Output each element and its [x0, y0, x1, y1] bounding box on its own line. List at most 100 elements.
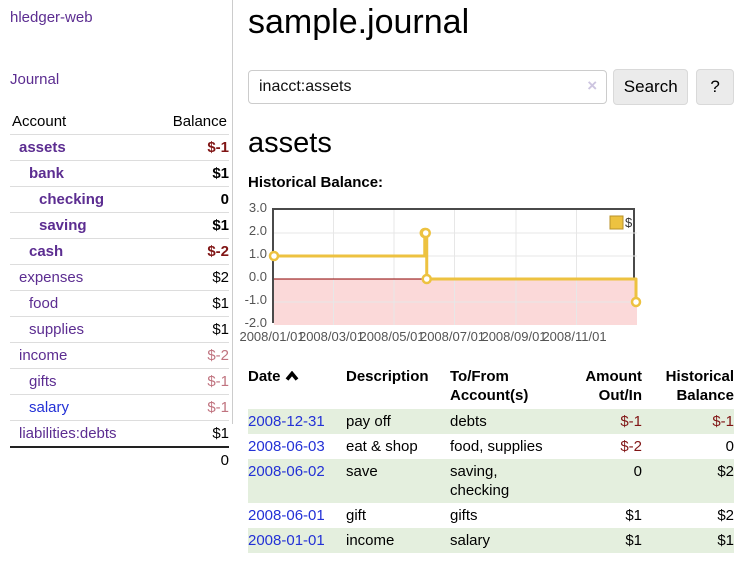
accounts-header-account: Account: [12, 113, 67, 130]
account-link[interactable]: food: [29, 295, 59, 312]
column-header-date[interactable]: Date: [248, 365, 346, 409]
transaction-amount-cell: $-1: [620, 413, 642, 431]
transaction-row: 2008-06-02 save saving, checking 0 $2: [248, 459, 734, 504]
account-balance: $2: [212, 269, 229, 286]
x-axis-tick-label: 2008/05/01: [359, 329, 425, 345]
svg-text:$: $: [625, 215, 633, 230]
account-row: salary $-1: [10, 394, 229, 421]
transaction-row: 2008-01-01 income salary $1 $1: [248, 528, 734, 554]
transaction-date-cell: 2008-01-01: [248, 528, 346, 553]
accounts-total-value: 0: [220, 452, 229, 469]
transaction-date-link[interactable]: 2008-06-01: [248, 507, 325, 525]
account-row: gifts $-1: [10, 368, 229, 395]
account-row: expenses $2: [10, 264, 229, 291]
transaction-date-cell: 2008-06-01: [248, 503, 346, 528]
clear-search-icon[interactable]: ×: [587, 75, 598, 95]
column-header-amount: Amount Out/In: [585, 368, 642, 405]
x-axis-tick-label: 2008/01/01: [239, 329, 305, 345]
search-button[interactable]: Search: [613, 68, 689, 105]
transaction-balance-cell: $-1: [712, 413, 734, 431]
transaction-balance-cell: $2: [717, 463, 734, 481]
account-link[interactable]: cash: [29, 243, 64, 260]
page-title: sample.journal: [248, 3, 470, 41]
column-header-description: Description: [346, 368, 429, 386]
transaction-accounts-cell: salary: [450, 532, 491, 550]
chart-plot-area[interactable]: $: [268, 208, 642, 326]
transaction-amount-cell: $1: [625, 507, 642, 525]
account-balance: $1: [212, 425, 229, 442]
transaction-amount-cell: $-2: [620, 438, 642, 456]
transaction-amount-cell: $1: [625, 532, 642, 550]
transaction-description-cell: income: [346, 532, 395, 550]
transaction-date-cell: 2008-06-03: [248, 434, 346, 459]
transaction-accounts-cell: saving, checking: [450, 463, 510, 500]
account-link[interactable]: supplies: [29, 321, 85, 338]
y-axis-tick-label: -2.0: [244, 315, 267, 331]
y-axis-tick-label: 0.0: [248, 269, 267, 285]
account-balance: $-2: [207, 347, 229, 364]
y-axis-tick-label: 2.0: [248, 223, 267, 239]
transaction-date-cell: 2008-12-31: [248, 409, 346, 434]
accounts-total-row: 0: [10, 447, 229, 473]
nav-journal-link[interactable]: Journal: [10, 71, 60, 88]
account-link[interactable]: gifts: [29, 373, 57, 390]
historical-balance-chart[interactable]: $ -2.0 -1.0 0.0 1.0 2.0 3.0 2008/01/01 2008/03/…: [239, 200, 734, 352]
chart-heading: Historical Balance:: [248, 174, 384, 192]
account-row: checking 0: [10, 186, 229, 213]
search-input[interactable]: [248, 69, 608, 104]
transaction-date-cell: 2008-06-02: [248, 459, 346, 503]
transaction-balance-cell: $1: [717, 532, 734, 550]
account-balance: $-1: [207, 399, 229, 416]
account-link[interactable]: expenses: [19, 269, 84, 286]
y-axis-tick-label: -1.0: [244, 292, 267, 308]
transaction-row: 2008-12-31 pay off debts $-1 $-1: [248, 409, 734, 435]
account-balance: $-1: [207, 373, 229, 390]
accounts-table: Account Balance assets $-1 bank $1 checking 0…: [10, 109, 229, 473]
transaction-date-link[interactable]: 2008-06-02: [248, 463, 325, 481]
x-axis-tick-label: 2008/09/01: [481, 329, 547, 345]
register-table: Date Description To/From Account(s) Amou…: [248, 365, 734, 554]
account-balance: $1: [212, 217, 229, 234]
sidebar: hledger-web Journal Account Balance asse…: [0, 0, 233, 469]
transaction-description-cell: gift: [346, 507, 367, 525]
account-link[interactable]: checking: [39, 191, 105, 208]
transaction-balance-cell: 0: [725, 438, 734, 456]
account-link[interactable]: saving: [39, 217, 87, 234]
transaction-amount-cell: 0: [633, 463, 642, 481]
account-row: income $-2: [10, 342, 229, 369]
transaction-accounts-cell: food, supplies: [450, 438, 543, 456]
account-balance: $1: [212, 165, 229, 182]
transaction-balance-cell: $2: [717, 507, 734, 525]
account-link[interactable]: income: [19, 347, 68, 364]
account-link[interactable]: salary: [29, 399, 70, 416]
accounts-header-balance: Balance: [172, 113, 227, 130]
transaction-accounts-cell: debts: [450, 413, 487, 431]
transaction-description-cell: eat & shop: [346, 438, 418, 456]
main-content: sample.journal × Search ? assets Histori…: [234, 0, 742, 554]
account-balance: $-1: [207, 139, 229, 156]
transaction-row: 2008-06-01 gift gifts $1 $2: [248, 503, 734, 528]
account-link[interactable]: assets: [19, 139, 66, 156]
y-axis-tick-label: 1.0: [248, 246, 267, 262]
chart-canvas: $: [268, 210, 642, 326]
account-balance: $-2: [207, 243, 229, 260]
x-axis-tick-label: 2008/11/01: [542, 329, 607, 345]
account-row: bank $1: [10, 160, 229, 187]
transaction-description-cell: pay off: [346, 413, 391, 431]
transaction-description-cell: save: [346, 463, 378, 481]
date-header-label: Date: [248, 368, 281, 386]
search-form: × Search ?: [248, 68, 734, 105]
transaction-date-link[interactable]: 2008-01-01: [248, 532, 325, 550]
account-row: liabilities:debts $1: [10, 420, 229, 448]
help-button[interactable]: ?: [696, 68, 734, 105]
account-link[interactable]: bank: [29, 165, 65, 182]
column-header-balance: Historical Balance: [665, 368, 734, 405]
y-axis-tick-label: 3.0: [248, 200, 267, 216]
app-title[interactable]: hledger-web: [10, 9, 93, 26]
transaction-date-link[interactable]: 2008-12-31: [248, 413, 325, 431]
account-heading: assets: [248, 126, 332, 159]
transaction-date-link[interactable]: 2008-06-03: [248, 438, 325, 456]
account-balance: $1: [212, 321, 229, 338]
account-link[interactable]: liabilities:debts: [19, 425, 117, 442]
transaction-accounts-cell: gifts: [450, 507, 478, 525]
